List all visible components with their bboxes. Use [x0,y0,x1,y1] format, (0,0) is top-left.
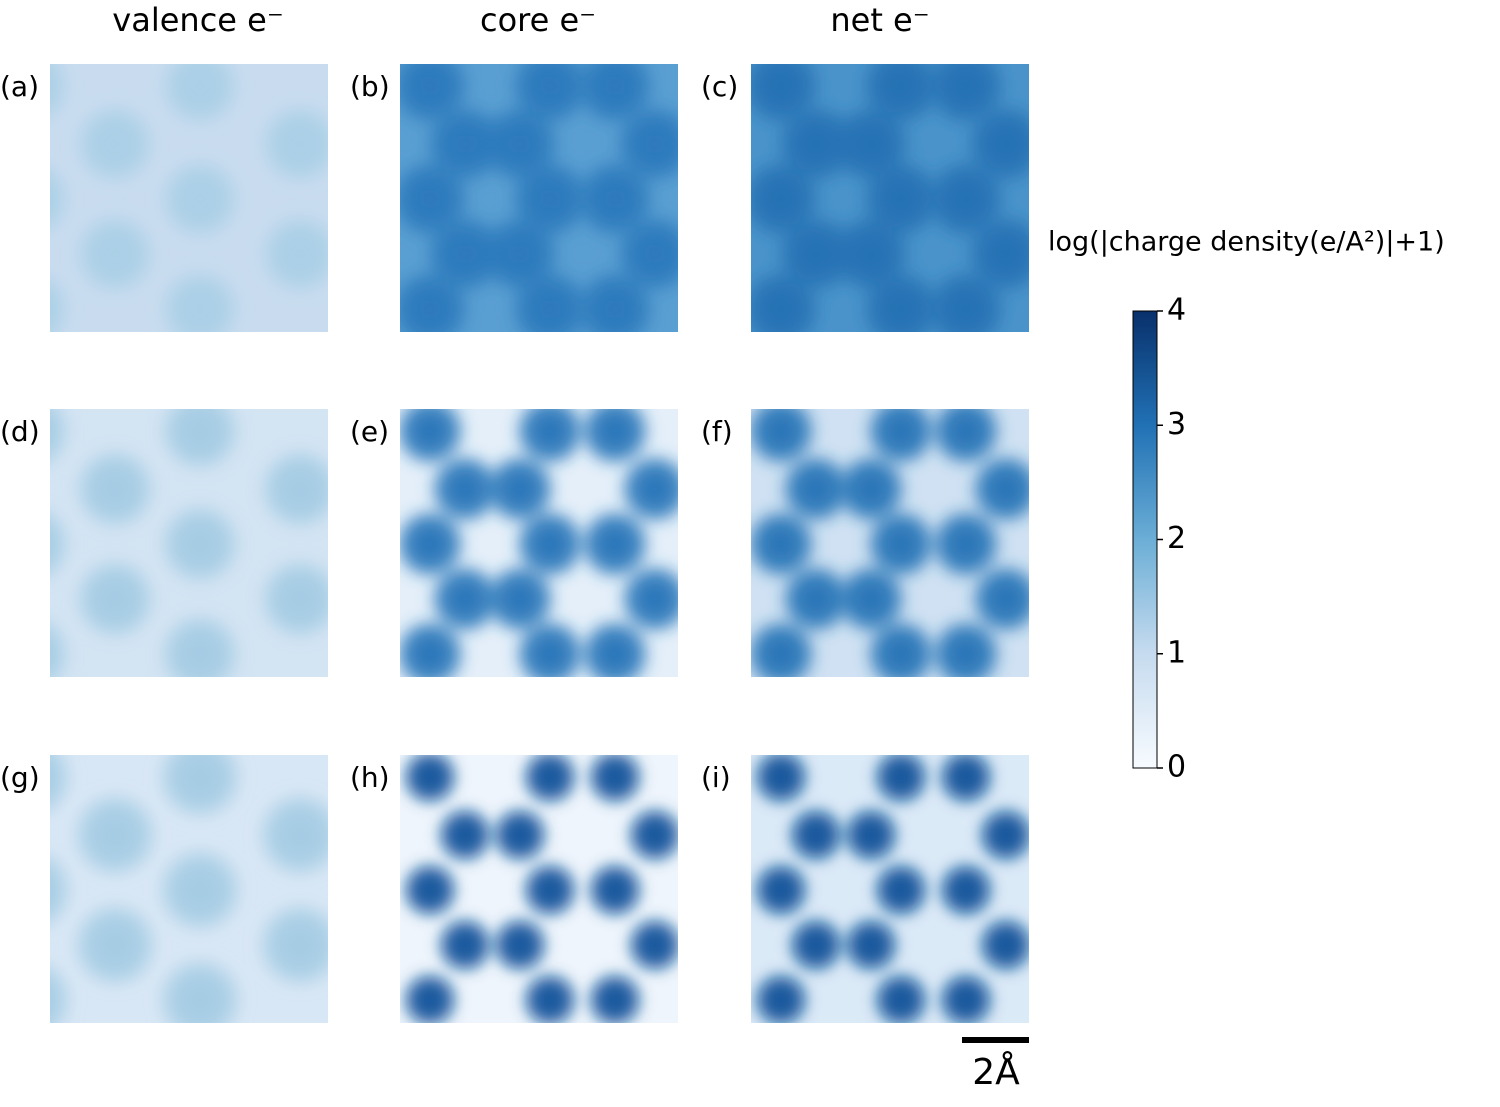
panel-label: (g) [0,761,40,794]
panel-label: (d) [0,415,40,448]
colorbar-ticks: 0 1 2 3 4 [1157,293,1186,785]
panel-label: (e) [350,415,389,448]
tick-label: 3 [1167,407,1186,442]
panel-label: (i) [701,761,731,794]
colorbar [1132,310,1158,769]
colorbar-label: log(|charge density(e/A²)|+1) [1048,227,1445,258]
scale-bar-label: 2Å [972,1050,1020,1093]
density-map [50,409,328,677]
density-map [751,64,1029,332]
density-map [400,409,678,677]
tick-label: 4 [1167,293,1186,328]
panel-label: (a) [0,70,39,103]
density-map [400,755,678,1023]
column-title: valence e⁻ [112,1,283,39]
tick-label: 0 [1167,750,1186,785]
density-map [751,409,1029,677]
tick-label: 1 [1167,635,1186,670]
column-title: net e⁻ [830,1,929,39]
density-map [400,64,678,332]
panel-label: (f) [701,415,733,448]
density-map [751,755,1029,1023]
density-map [50,64,328,332]
column-title: core e⁻ [480,1,596,39]
panel-label: (h) [350,761,390,794]
panel-label: (c) [701,70,738,103]
panel-label: (b) [350,70,390,103]
tick-label: 2 [1167,521,1186,556]
density-map [50,755,328,1023]
panels: (a) (b) (c) (d) (e) (f) (g) (h) (i) [0,64,1029,1023]
